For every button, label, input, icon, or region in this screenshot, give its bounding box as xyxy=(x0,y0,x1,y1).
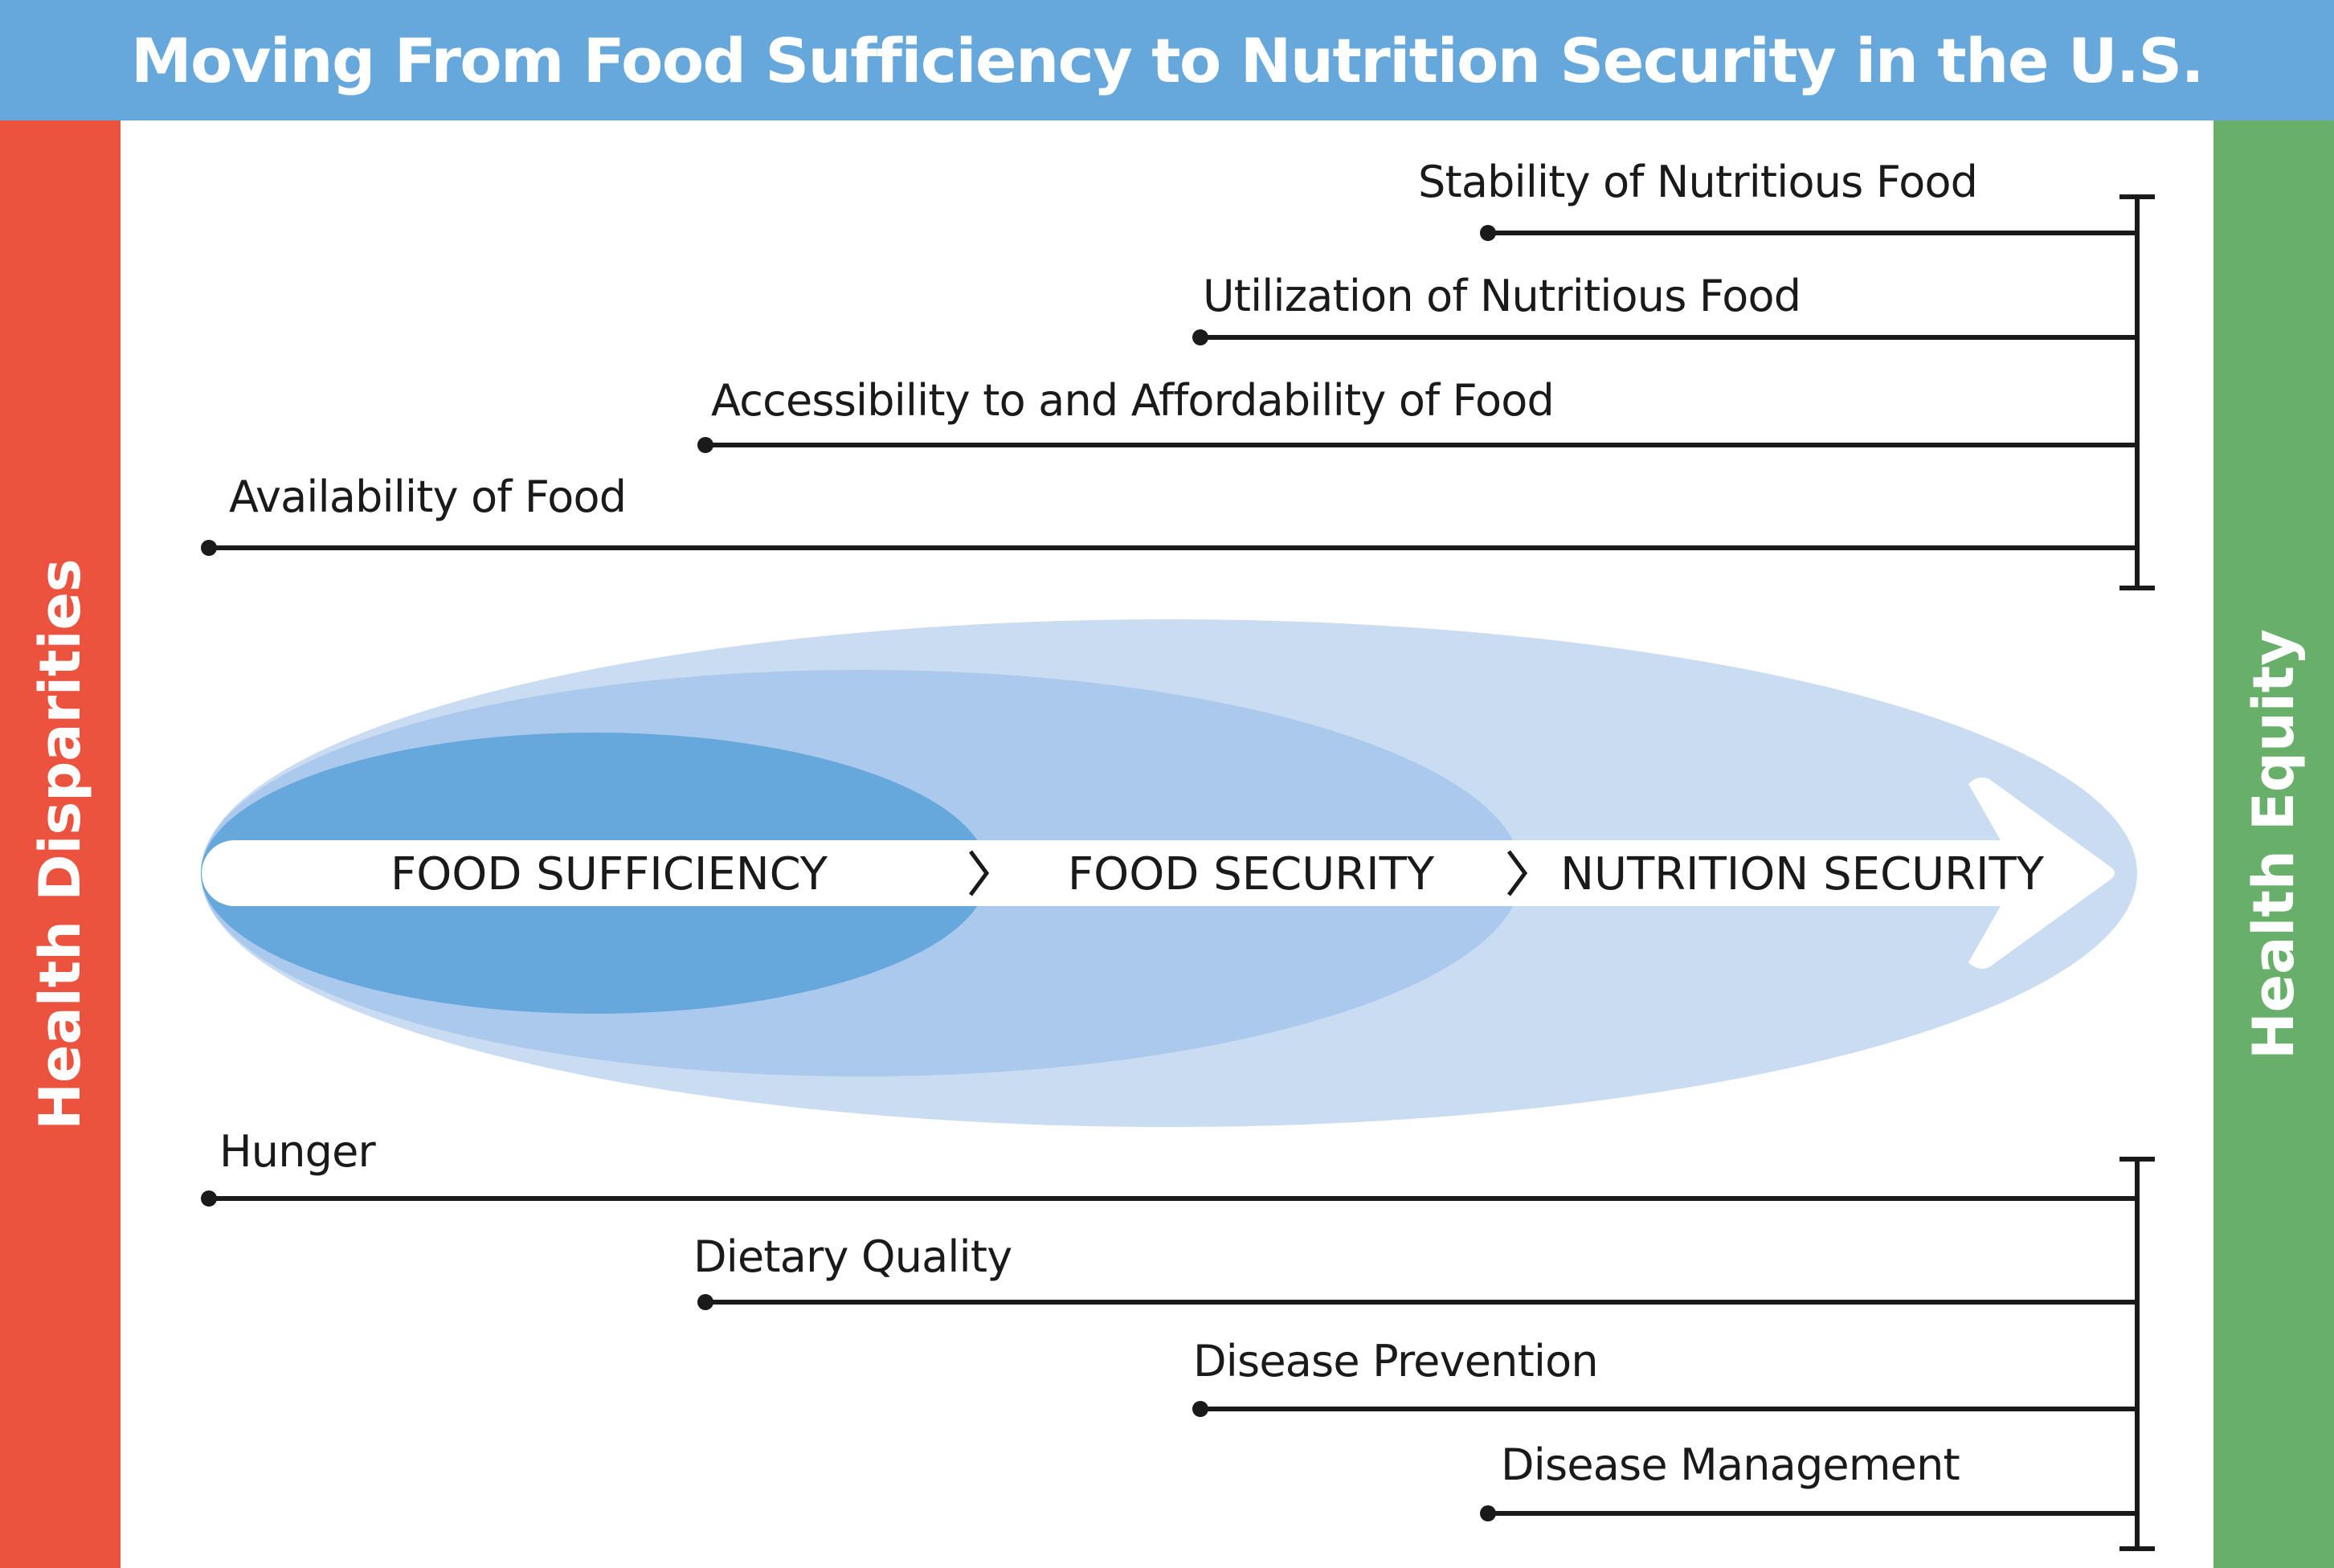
chevron-right-icon xyxy=(968,850,990,896)
hunger-label: Hunger xyxy=(219,1126,377,1177)
hunger-dot xyxy=(201,1190,217,1207)
availability-label: Availability of Food xyxy=(229,472,626,522)
stage-nutrition-security: NUTRITION SECURITY xyxy=(1560,848,2045,900)
arrow-shape xyxy=(202,778,2115,969)
disease-prevention-dot xyxy=(1192,1401,1208,1417)
stage-food-security: FOOD SECURITY xyxy=(1068,848,1435,900)
health-disparities-bar: Health Disparities xyxy=(0,120,121,1568)
accessibility-dot xyxy=(697,437,713,453)
top-dimensions: Stability of Nutritious Food Utilization… xyxy=(201,157,2155,590)
bottom-outcomes: Hunger Dietary Quality Disease Preventio… xyxy=(201,1126,2155,1551)
disease-management-dot xyxy=(1480,1505,1496,1521)
header-banner: Moving From Food Sufficiency to Nutritio… xyxy=(0,0,2334,120)
disease-prevention-label: Disease Prevention xyxy=(1193,1336,1598,1386)
utilization-dot xyxy=(1192,329,1208,345)
stability-dot xyxy=(1480,225,1496,241)
page-title: Moving From Food Sufficiency to Nutritio… xyxy=(130,24,2205,96)
availability-dot xyxy=(201,540,217,556)
disease-management-label: Disease Management xyxy=(1501,1439,1960,1490)
stability-label: Stability of Nutritious Food xyxy=(1418,157,1977,207)
health-equity-bar: Health Equity xyxy=(2213,120,2334,1568)
chevron-right-icon xyxy=(1506,850,1528,896)
progress-arrow: FOOD SUFFICIENCY FOOD SECURITY NUTRITION… xyxy=(202,778,2115,969)
utilization-label: Utilization of Nutritious Food xyxy=(1203,271,1801,321)
stage-food-sufficiency: FOOD SUFFICIENCY xyxy=(390,848,828,900)
dietary-quality-label: Dietary Quality xyxy=(693,1231,1012,1282)
accessibility-label: Accessibility to and Affordability of Fo… xyxy=(711,375,1554,426)
stage-ellipses xyxy=(201,619,2137,1127)
dietary-quality-dot xyxy=(697,1294,713,1310)
